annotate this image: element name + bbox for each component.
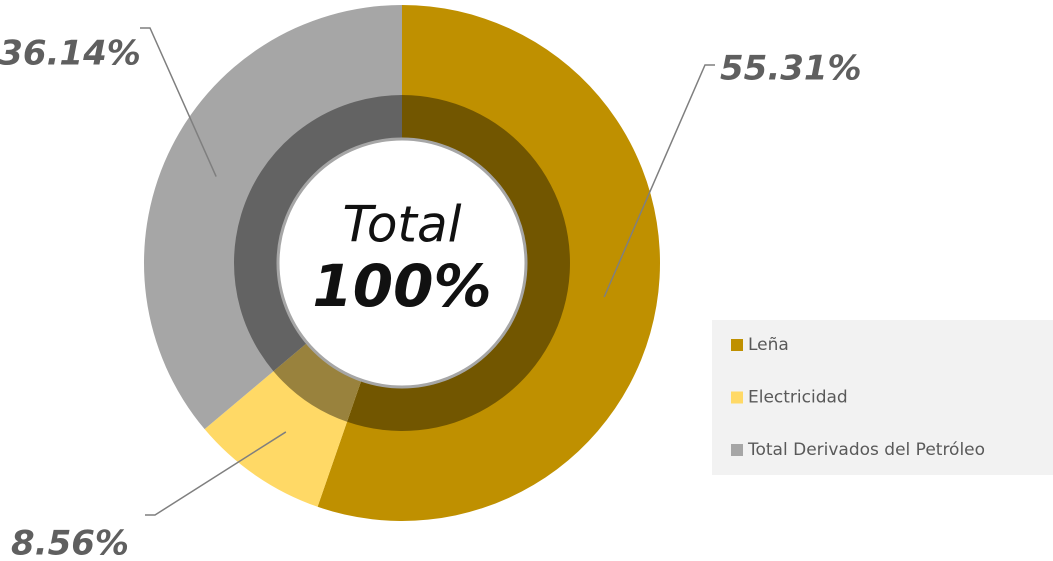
legend-label: Total Derivados del Petróleo	[747, 440, 985, 460]
slice	[204, 343, 362, 507]
center-total: 100%	[312, 252, 491, 320]
legend-swatch	[731, 339, 743, 351]
leader-line	[140, 27, 217, 177]
slice	[317, 5, 660, 521]
legend-label: Electricidad	[748, 388, 848, 408]
inner-slice	[273, 343, 362, 422]
legend-swatch	[731, 444, 743, 456]
legend-swatch	[731, 391, 743, 404]
center-title: Total	[342, 196, 461, 254]
value-label: 55.31%	[720, 49, 862, 89]
value-label: 36.14%	[0, 34, 141, 74]
center-hole	[276, 137, 528, 389]
leader-line	[145, 431, 287, 516]
slice	[144, 5, 403, 430]
inner-slice	[347, 95, 570, 431]
legend-label: Leña	[748, 335, 789, 355]
inner-slice	[234, 95, 402, 372]
leader-line	[603, 64, 715, 298]
legend-box	[712, 320, 1053, 475]
value-label: 8.56%	[11, 524, 129, 561]
